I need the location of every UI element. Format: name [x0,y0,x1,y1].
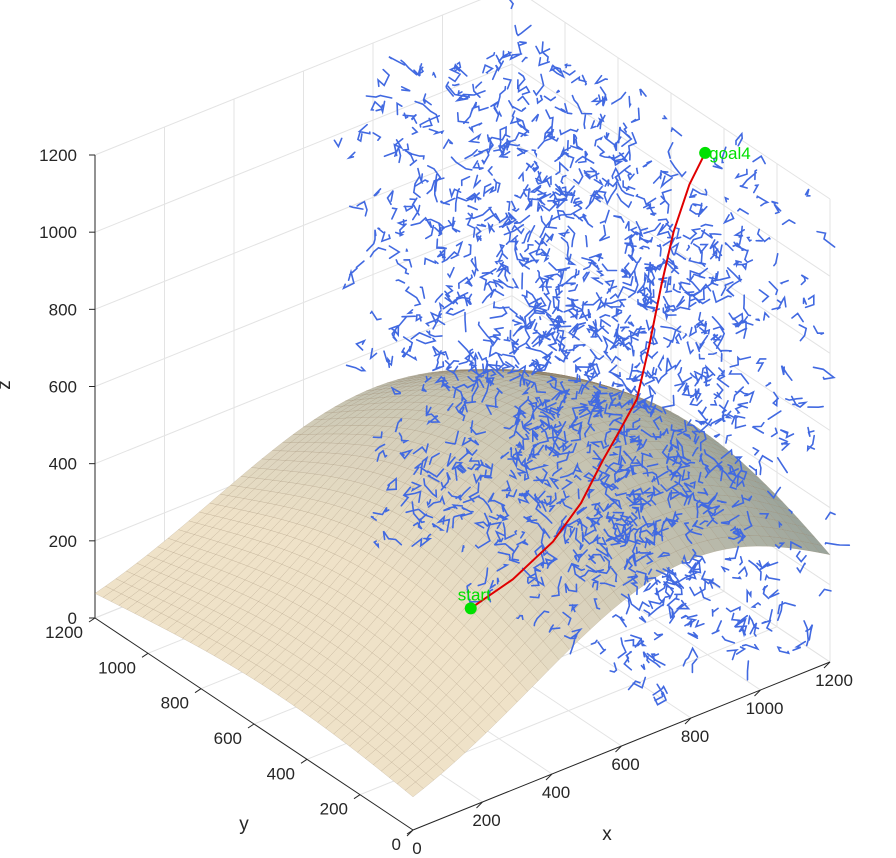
y-tick-label: 200 [320,800,348,819]
y-tick-mark [247,723,255,729]
x-tick-label: 1200 [815,671,853,690]
marker-label-goal4: goal4 [709,144,751,163]
x-tick-label: 800 [681,727,709,746]
grid-line [94,0,482,156]
y-tick-mark [141,652,149,658]
y-tick-label: 600 [214,729,242,748]
grid-line [530,0,831,200]
grid-line [511,63,831,277]
y-tick-label: 0 [392,835,401,854]
x-tick-label: 600 [611,755,639,774]
z-tick-label: 1000 [39,223,77,242]
y-tick-mark [194,688,202,694]
y-tick-label: 800 [161,694,189,713]
marker-label-start: start [458,585,491,604]
grid-line [94,63,513,233]
y-tick-mark [300,758,308,764]
z-tick-label: 1200 [39,146,77,165]
z-tick-label: 600 [49,378,77,397]
y-tick-label: 400 [267,764,295,783]
z-tick-label: 200 [49,532,77,551]
y-axis-label: y [239,814,249,835]
x-tick-label: 400 [542,783,570,802]
y-tick-label: 1200 [45,623,83,642]
z-tick-label: 800 [49,300,77,319]
x-axis-label: x [602,824,612,845]
x-tick-label: 0 [412,839,421,858]
y-tick-mark [88,617,96,623]
z-tick-label: 400 [49,455,77,474]
y-tick-label: 1000 [98,658,136,677]
z-tick-label: 0 [68,609,77,628]
x-tick-label: 200 [472,811,500,830]
x-tick-label: 1000 [746,699,784,718]
terrain-surface [94,369,831,798]
z-axis-label: z [0,380,15,390]
y-tick-mark [353,794,361,800]
